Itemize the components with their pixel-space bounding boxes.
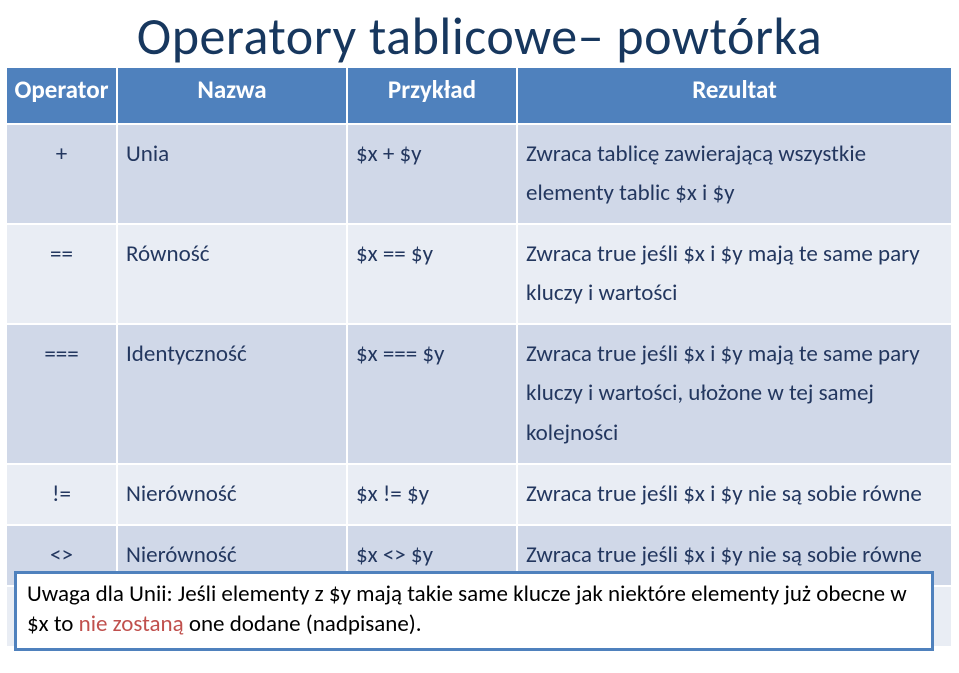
table-row: ===Identyczność$x === $yZwraca true jeśl…	[7, 324, 952, 463]
operators-table: OperatorNazwaPrzykładRezultat +Unia$x + …	[7, 68, 953, 646]
slide: Operatory tablicowe– powtórka OperatorNa…	[0, 0, 959, 673]
table-cell-name: Równość	[117, 224, 347, 324]
table-cell-name: Identyczność	[117, 324, 347, 463]
table-cell-ex: $x == $y	[347, 224, 517, 324]
slide-title: Operatory tablicowe– powtórka	[0, 0, 959, 68]
table-row: !=Nierówność$x != $yZwraca true jeśli $x…	[7, 464, 952, 525]
table-header-cell: Operator	[7, 68, 117, 124]
table-cell-ex: $x + $y	[347, 124, 517, 224]
table-header-row: OperatorNazwaPrzykładRezultat	[7, 68, 952, 124]
table-cell-op: +	[7, 124, 117, 224]
table-header-cell: Rezultat	[517, 68, 952, 124]
table-cell-op: ==	[7, 224, 117, 324]
table-cell-res: Zwraca true jeśli $x i $y nie są sobie r…	[517, 464, 952, 525]
table-header-cell: Przykład	[347, 68, 517, 124]
table-cell-res: Zwraca tablicę zawierającą wszystkie ele…	[517, 124, 952, 224]
table-cell-name: Unia	[117, 124, 347, 224]
note-negation: nie zostaną	[79, 610, 184, 638]
table-cell-op: ===	[7, 324, 117, 463]
table-row: ==Równość$x == $yZwraca true jeśli $x i …	[7, 224, 952, 324]
table-cell-ex: $x === $y	[347, 324, 517, 463]
table-cell-res: Zwraca true jeśli $x i $y mają te same p…	[517, 224, 952, 324]
table-header-cell: Nazwa	[117, 68, 347, 124]
table-cell-op: !=	[7, 464, 117, 525]
table-cell-name: Nierówność	[117, 464, 347, 525]
note-suffix: one dodane (nadpisane).	[184, 610, 422, 638]
table-cell-ex: $x != $y	[347, 464, 517, 525]
table-cell-res: Zwraca true jeśli $x i $y mają te same p…	[517, 324, 952, 463]
table-row: +Unia$x + $yZwraca tablicę zawierającą w…	[7, 124, 952, 224]
note-box: Uwaga dla Unii: Jeśli elementy z $y mają…	[14, 571, 934, 651]
